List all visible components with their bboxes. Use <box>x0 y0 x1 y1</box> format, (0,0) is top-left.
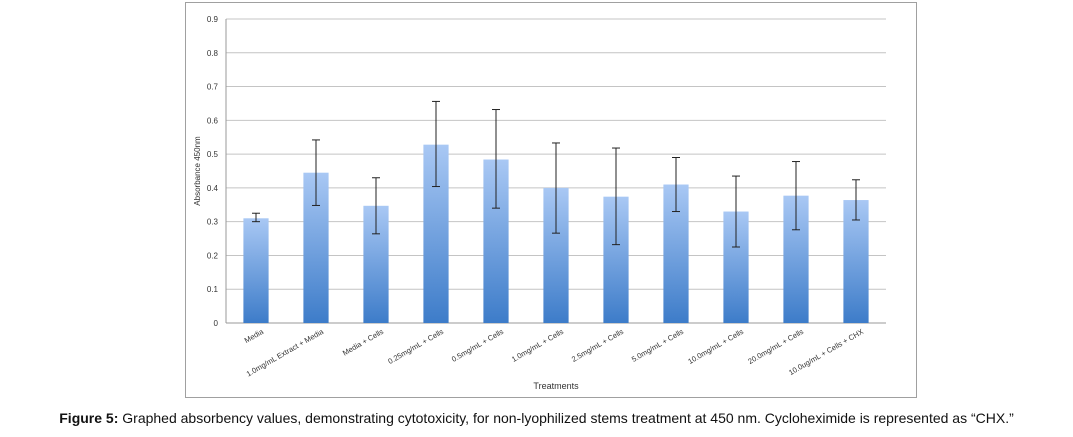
x-tick-label: 0.5mg/mL + Cells <box>450 327 505 364</box>
error-bar <box>252 212 260 223</box>
bar <box>843 200 869 323</box>
error-bar <box>492 109 500 209</box>
bars <box>243 144 869 323</box>
y-tick-label: 0.2 <box>207 251 219 260</box>
error-bar <box>612 147 620 246</box>
y-tick-label: 0.8 <box>207 49 219 58</box>
y-axis-label: Absorbance 450nm <box>193 136 202 206</box>
error-bars <box>252 100 860 248</box>
error-bar <box>732 175 740 248</box>
y-tick-label: 0.4 <box>207 184 219 193</box>
x-tick-label: 0.25mg/mL + Cells <box>386 327 445 366</box>
error-bar <box>312 139 320 206</box>
y-tick-label: 0.3 <box>207 218 219 227</box>
x-tick-label: Media <box>243 327 266 345</box>
error-bar <box>372 177 380 235</box>
x-tick-label: 5.0mg/mL + Cells <box>630 327 685 364</box>
x-tick-label: 2.5mg/mL + Cells <box>570 327 625 364</box>
bar-chart: 00.10.20.30.40.50.60.70.80.9 Media1.0mg/… <box>193 15 886 391</box>
x-tick-label: 1.0mg/mL + Cells <box>510 327 565 364</box>
bar <box>243 218 269 323</box>
y-tick-label: 0.5 <box>207 150 219 159</box>
figure-caption: Figure 5: Graphed absorbency values, dem… <box>0 410 1073 426</box>
caption-text: Graphed absorbency values, demonstrating… <box>118 410 1014 426</box>
caption-label: Figure 5: <box>59 410 119 426</box>
y-tick-label: 0.9 <box>207 15 219 24</box>
error-bar <box>432 100 440 188</box>
x-tick-label: 10.0mg/mL + Cells <box>686 327 745 366</box>
error-bar <box>672 156 680 213</box>
y-tick-label: 0.1 <box>207 285 219 294</box>
y-tick-labels: 0 0.1 0.2 0.3 0.4 0.5 0.6 0.7 0.8 0.9 <box>207 15 219 328</box>
y-tick-label: 0.7 <box>207 83 219 92</box>
y-tick-label: 0.6 <box>207 116 219 125</box>
chart-frame: 0 0.1 0.2 0.3 0.4 0.5 0.6 0.7 0.8 0.9 Media 1.0mg/… <box>185 2 917 398</box>
y-tick-label: 0 <box>214 319 219 328</box>
x-tick-label: Media + Cells <box>341 327 385 358</box>
error-bar <box>792 161 800 231</box>
x-axis-label: Treatments <box>533 381 579 391</box>
x-tick-label: 20.0mg/mL + Cells <box>746 327 805 366</box>
error-bar <box>552 142 560 234</box>
error-bar <box>852 179 860 221</box>
